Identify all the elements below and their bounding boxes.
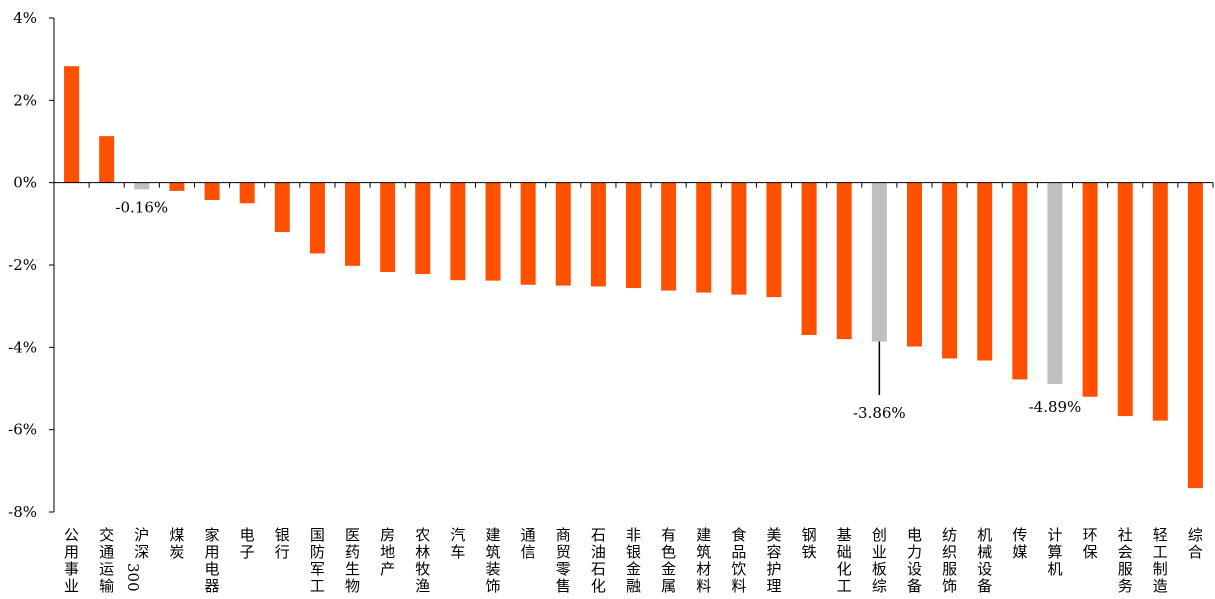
bar (520, 182, 536, 285)
category-label: 计算机 (1047, 526, 1062, 578)
data-label: -0.16% (115, 198, 168, 216)
bar (731, 182, 747, 295)
y-tick-label: -4% (8, 338, 37, 356)
bar (555, 182, 571, 286)
bar (977, 182, 993, 361)
bar (239, 182, 255, 204)
category-label: 国防军工 (310, 526, 325, 595)
bar (450, 182, 466, 281)
bar (274, 182, 290, 233)
bar (871, 182, 887, 342)
category-label: 机械设备 (977, 526, 992, 595)
category-label: 建筑材料 (696, 526, 711, 595)
bar (942, 182, 958, 359)
bar (169, 182, 185, 191)
bar (661, 182, 677, 291)
category-label: 家用电器 (205, 526, 220, 595)
bar (1152, 182, 1168, 421)
category-label: 通信 (521, 526, 536, 561)
category-label: 轻工制造 (1153, 526, 1168, 595)
category-label: 食品饮料 (731, 526, 746, 595)
data-label: -3.86% (853, 404, 906, 422)
bar (485, 182, 501, 281)
category-label-number: 300 (124, 563, 142, 592)
bar (99, 136, 115, 183)
category-label: 社会服务 (1118, 526, 1133, 595)
category-label: 商贸零售 (556, 526, 571, 595)
bar (1082, 182, 1098, 397)
category-label: 创业板综 (872, 526, 887, 595)
category-label: 美容护理 (766, 526, 781, 595)
bar (626, 182, 641, 289)
category-label: 农林牧渔 (415, 526, 430, 595)
bar (309, 182, 325, 254)
category-label: 纺织服饰 (942, 526, 957, 595)
bar (696, 182, 712, 293)
y-tick-label: -8% (8, 503, 37, 521)
category-label: 煤炭 (169, 526, 184, 561)
category-label: 公用事业 (64, 526, 79, 595)
category-label: 银行 (275, 526, 290, 561)
bar (906, 182, 922, 347)
category-label: 有色金属 (661, 526, 676, 595)
category-label: 环保 (1083, 526, 1098, 561)
category-label: 建筑装饰 (486, 526, 501, 595)
bar (801, 182, 817, 335)
y-tick-label: 0% (13, 174, 37, 192)
category-label: 传媒 (1012, 526, 1027, 561)
category-label: 钢铁 (802, 526, 817, 561)
bar (590, 182, 606, 287)
category-label: 沪深 (134, 526, 149, 561)
bar (64, 66, 80, 183)
bar (1047, 182, 1063, 384)
bar (415, 182, 431, 275)
category-label: 电力设备 (907, 526, 922, 595)
y-tick-label: 2% (13, 91, 37, 109)
category-label: 石油石化 (591, 526, 606, 595)
bar (836, 182, 852, 340)
bar (1117, 182, 1133, 417)
bar (345, 182, 361, 266)
category-label: 交通运输 (99, 526, 114, 595)
category-label: 基础化工 (837, 526, 852, 595)
category-label: 医药生物 (345, 526, 360, 595)
category-label: 非银金融 (626, 526, 641, 595)
category-label: 电子 (240, 526, 255, 561)
bar (1012, 182, 1028, 380)
bar (134, 182, 150, 190)
bar (380, 182, 396, 272)
y-tick-label: -6% (8, 421, 37, 439)
y-tick-label: 4% (13, 9, 37, 27)
category-label: 汽车 (450, 526, 465, 561)
data-label: -4.89% (1029, 398, 1082, 416)
bar (204, 182, 220, 200)
category-label: 房地产 (380, 526, 395, 578)
bar (1187, 182, 1203, 489)
y-tick-label: -2% (8, 256, 37, 274)
bar (766, 182, 782, 298)
category-label: 综合 (1188, 526, 1203, 561)
